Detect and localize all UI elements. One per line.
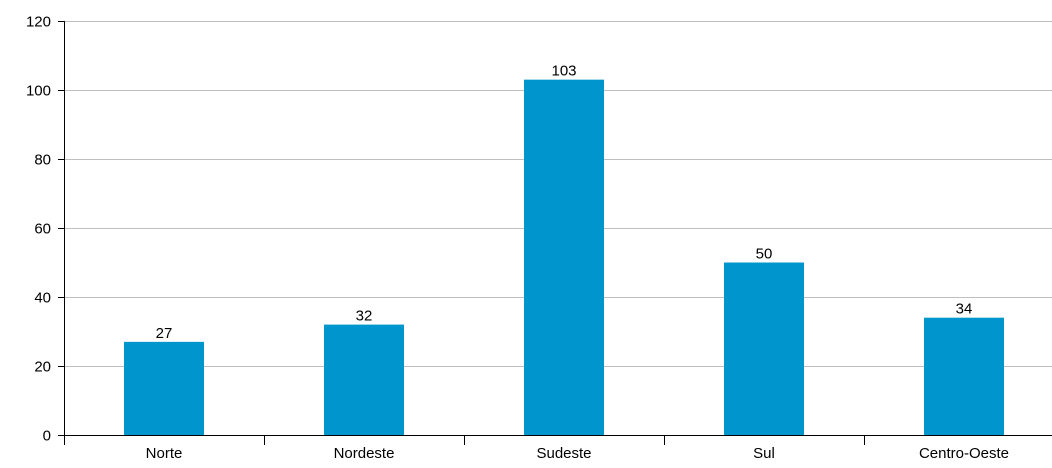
x-tick-label: Norte (146, 445, 183, 462)
data-labels: 27 32 103 50 34 (156, 63, 973, 342)
x-tick-label: Centro-Oeste (919, 445, 1009, 462)
y-tick-label: 120 (26, 14, 51, 31)
data-label: 34 (956, 301, 973, 318)
bars (124, 79, 1004, 436)
bar-sudeste (524, 79, 604, 436)
y-tick-label: 20 (34, 359, 51, 376)
y-tick-label: 0 (43, 428, 51, 445)
x-tick-label: Sul (753, 445, 775, 462)
bar-centro-oeste (924, 317, 1004, 435)
axes: 0 20 40 60 80 100 120 Norte Nordeste Sudeste Sul Ce… (26, 14, 1052, 462)
data-label: 50 (756, 246, 773, 263)
y-tick-label: 100 (26, 83, 51, 100)
data-label: 32 (356, 308, 373, 325)
data-label: 103 (551, 63, 576, 80)
x-tick-label: Sudeste (536, 445, 591, 462)
y-tick-label: 60 (34, 221, 51, 238)
bar-norte (124, 341, 204, 435)
bar-nordeste (324, 324, 404, 435)
y-tick-label: 80 (34, 152, 51, 169)
bar-sul (724, 262, 804, 435)
y-tick-label: 40 (34, 290, 51, 307)
data-label: 27 (156, 325, 173, 342)
x-tick-label: Nordeste (334, 445, 395, 462)
